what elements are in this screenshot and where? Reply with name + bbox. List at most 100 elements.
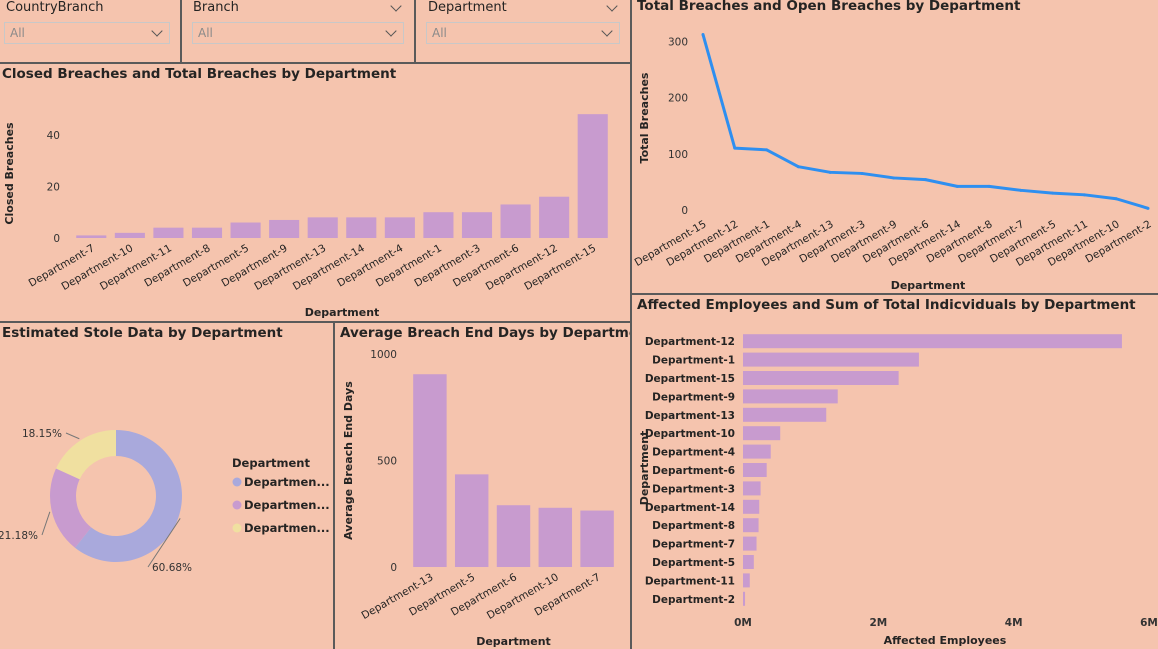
y-tick-label: 0 (681, 205, 688, 217)
donut-slice (56, 430, 116, 480)
y-tick-label: Department-1 (652, 355, 735, 367)
average-breach-end-days-svg: 05001000Department-13Department-5Departm… (342, 349, 614, 648)
bar (191, 227, 223, 238)
line-point (828, 170, 832, 174)
bar (384, 217, 415, 238)
slicer-dropdown[interactable]: All (192, 22, 404, 44)
slicer-label: Branch (193, 0, 239, 15)
bar (307, 217, 338, 238)
y-tick-label: 200 (668, 93, 688, 105)
bar (538, 507, 573, 567)
bar (743, 555, 754, 569)
divider (0, 62, 632, 64)
chart-title: Estimated Stole Data by Department (2, 325, 283, 341)
y-axis-title: Total Breaches (638, 72, 651, 163)
line-point (1114, 197, 1118, 201)
line-point (892, 176, 896, 180)
slicer-dropdown[interactable]: All (4, 22, 170, 44)
y-axis-title: Department (638, 431, 651, 506)
bar (454, 474, 489, 567)
leader-line (65, 432, 80, 440)
slicer-label: CountryBranch (6, 0, 104, 15)
bar (743, 352, 919, 367)
leader-line (41, 511, 51, 536)
data-label: 18.15% (22, 428, 62, 440)
y-tick-label: 100 (668, 149, 688, 161)
bar (423, 212, 454, 238)
x-tick-label: Department-5 (181, 242, 251, 289)
legend-item: Departmen... (244, 475, 330, 489)
slicer-department[interactable]: Department All (418, 0, 630, 62)
average-breach-end-days-chart: Average Breach End Days by Department 0 5… (336, 323, 630, 649)
total-breaches-chart: Total Breaches and Open Breaches by Depa… (633, 0, 1158, 293)
bar (743, 573, 750, 588)
bar (461, 212, 493, 238)
bar (230, 222, 261, 238)
legend-title: Department (232, 456, 310, 470)
chart-title: Average Breach End Days by Department (340, 325, 630, 341)
x-axis-title: Department (891, 279, 966, 292)
bar (743, 499, 760, 514)
donut-slice (74, 430, 182, 562)
estimated-stole-data-svg: 60.68% 21.18% 18.15% Department Departmen...… (0, 428, 330, 574)
chevron-down-icon[interactable] (390, 0, 402, 12)
closed-breaches-chart: Closed Breaches and Total Breaches by De… (0, 64, 630, 320)
x-axis-title: Department (305, 306, 380, 319)
slicer-countrybranch[interactable]: CountryBranch All (0, 0, 180, 62)
slicer-dropdown[interactable]: All (426, 22, 620, 44)
bar (346, 217, 377, 238)
y-axis-title: Closed Breaches (3, 122, 16, 225)
line-point (796, 165, 800, 169)
divider (632, 293, 1158, 295)
chevron-down-icon (601, 25, 613, 37)
donut-slice (50, 468, 92, 548)
legend-item: Departmen... (244, 498, 330, 512)
x-tick-label: Department-15 (522, 242, 598, 293)
line-point (733, 146, 737, 150)
bar (76, 235, 107, 238)
data-label: 21.18% (0, 530, 38, 542)
bar (743, 591, 746, 606)
slicer-value: All (198, 26, 213, 40)
y-tick-label: Department-12 (645, 336, 735, 348)
x-tick-label: 2M (869, 617, 887, 629)
bar (743, 518, 759, 533)
bar (153, 227, 184, 238)
legend-marker (232, 500, 242, 510)
slicer-value: All (10, 26, 25, 40)
line-point (1051, 191, 1055, 195)
y-tick-label: 300 (668, 36, 688, 48)
line-point (955, 184, 959, 188)
bar (269, 219, 300, 238)
line-point (987, 184, 991, 188)
estimated-stole-data-chart: Estimated Stole Data by Department 60.68… (0, 323, 333, 649)
y-tick-label: Department-7 (652, 539, 735, 551)
y-tick-label: Department-8 (652, 520, 735, 532)
bar (743, 481, 761, 496)
slicer-label: Department (428, 0, 507, 15)
bar (743, 389, 838, 404)
x-tick-label: Department-8 (142, 242, 212, 289)
line-point (1146, 206, 1150, 210)
bar (743, 371, 899, 385)
bar (743, 536, 757, 551)
bar (500, 204, 531, 238)
y-tick-label: Department-9 (652, 391, 735, 403)
chevron-down-icon[interactable] (606, 0, 618, 12)
line-point (860, 171, 864, 175)
chart-title: Total Breaches and Open Breaches by Depa… (637, 0, 1021, 14)
slicer-branch[interactable]: Branch All (184, 0, 414, 62)
y-axis-title: Average Breach End Days (342, 381, 355, 540)
x-axis-title: Department (476, 635, 551, 648)
y-tick-label: Department-5 (652, 557, 735, 569)
y-tick-label: 500 (377, 456, 397, 468)
bar (743, 407, 827, 422)
bar (496, 505, 531, 567)
chart-title: Closed Breaches and Total Breaches by De… (2, 66, 397, 82)
y-tick-label: Department-2 (652, 594, 735, 606)
x-tick-label: Department-1 (374, 242, 444, 289)
y-tick-label: 0 (390, 562, 397, 574)
bar (743, 334, 1122, 349)
divider (0, 321, 632, 323)
total-breaches-svg: 0100200300Department-15Department-12Depa… (633, 33, 1154, 292)
